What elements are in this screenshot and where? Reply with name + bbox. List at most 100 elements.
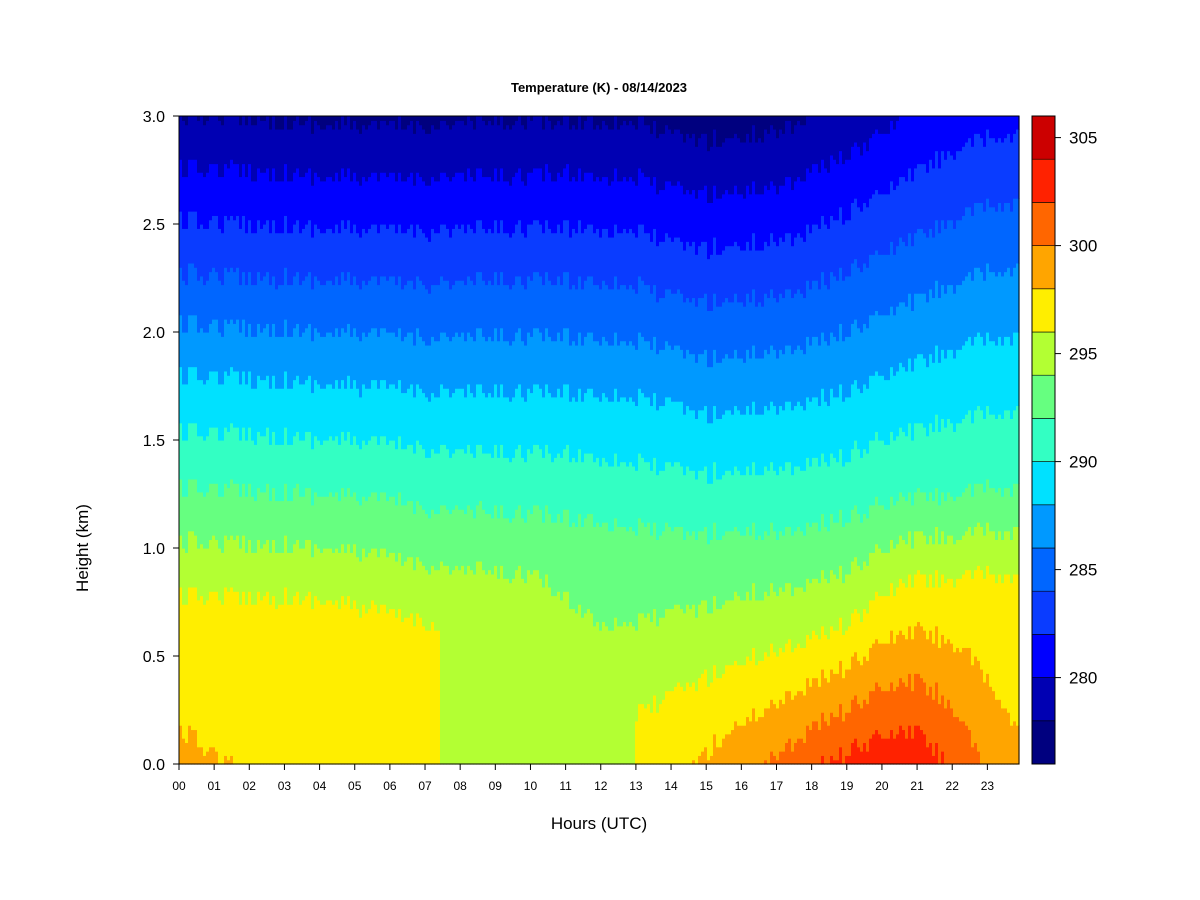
heatmap-cell (971, 116, 975, 147)
heatmap-cell (413, 133, 417, 186)
heatmap-cell (209, 323, 213, 372)
heatmap-column (914, 116, 918, 765)
heatmap-cell (590, 116, 594, 173)
heatmap-cell (911, 690, 915, 739)
heatmap-cell (581, 401, 585, 463)
heatmap-cell (875, 681, 879, 731)
heatmap-cell (359, 185, 363, 238)
heatmap-cell (938, 504, 942, 545)
heatmap-cell (377, 444, 381, 502)
heatmap-cell (914, 293, 918, 359)
heatmap-cell (803, 742, 807, 765)
heatmap-cell (287, 500, 291, 553)
heatmap-cell (209, 746, 213, 765)
heatmap-cell (764, 530, 768, 592)
heatmap-cell (485, 513, 489, 575)
heatmap-cell (338, 284, 342, 337)
heatmap-cell (398, 435, 402, 493)
heatmap-cell (596, 457, 600, 523)
heatmap-cell (791, 245, 795, 299)
heatmap-cell (524, 401, 528, 463)
heatmap-cell (461, 565, 465, 765)
heatmap-cell (320, 284, 324, 337)
heatmap-cell (458, 120, 462, 173)
heatmap-column (611, 116, 615, 765)
heatmap-cell (635, 128, 639, 186)
heatmap-cell (596, 284, 600, 342)
heatmap-cell (881, 738, 885, 765)
heatmap-cell (431, 116, 435, 126)
heatmap-cell (323, 548, 327, 605)
heatmap-cell (716, 746, 720, 765)
heatmap-cell (281, 284, 285, 337)
heatmap-cell (797, 232, 801, 290)
heatmap-cell (560, 522, 564, 601)
heatmap-cell (770, 643, 774, 700)
heatmap-cell (824, 578, 828, 635)
heatmap-cell (641, 280, 645, 337)
heatmap-cell (869, 375, 873, 441)
heatmap-cell (674, 236, 678, 294)
heatmap-cell (845, 336, 849, 398)
heatmap-cell (470, 176, 474, 229)
heatmap-cell (455, 224, 459, 281)
heatmap-cell (221, 552, 225, 605)
heatmap-cell (710, 116, 714, 147)
heatmap-cell (965, 530, 969, 571)
heatmap-column (548, 116, 552, 765)
heatmap-cell (944, 643, 948, 709)
heatmap-cell (947, 491, 951, 536)
heatmap-cell (263, 327, 267, 381)
heatmap-cell (497, 180, 501, 234)
heatmap-cell (932, 699, 936, 756)
heatmap-cell (254, 336, 258, 389)
heatmap-cell (776, 193, 780, 247)
heatmap-cell (974, 116, 978, 134)
heatmap-cell (764, 591, 768, 653)
heatmap-cell (335, 172, 339, 225)
heatmap-cell (767, 297, 771, 355)
heatmap-cell (911, 116, 915, 182)
heatmap-cell (257, 375, 261, 432)
heatmap-cell (668, 128, 672, 182)
heatmap-cell (323, 180, 327, 234)
heatmap-cell (878, 504, 882, 549)
heatmap-cell (887, 509, 891, 553)
heatmap-cell (185, 116, 189, 126)
heatmap-column (944, 116, 948, 765)
heatmap-cell (728, 301, 732, 359)
heatmap-cell (347, 595, 351, 765)
heatmap-column (182, 116, 186, 765)
heatmap-cell (596, 124, 600, 178)
heatmap-cell (488, 176, 492, 229)
heatmap-cell (179, 478, 183, 536)
heatmap-cell (323, 116, 327, 130)
heatmap-cell (278, 388, 282, 445)
heatmap-cell (629, 176, 633, 229)
heatmap-cell (797, 465, 801, 527)
heatmap-cell (602, 392, 606, 458)
heatmap-column (416, 116, 420, 765)
heatmap-cell (224, 755, 228, 765)
heatmap-cell (698, 409, 702, 471)
heatmap-cell (251, 336, 255, 389)
heatmap-cell (590, 224, 594, 277)
heatmap-cell (815, 522, 819, 579)
heatmap-cell (962, 418, 966, 493)
heatmap-cell (494, 271, 498, 329)
heatmap-cell (719, 746, 723, 765)
heatmap-cell (281, 500, 285, 553)
heatmap-cell (902, 729, 906, 765)
heatmap-column (773, 116, 777, 765)
heatmap-cell (617, 401, 621, 467)
heatmap-cell (347, 271, 351, 324)
heatmap-cell (641, 224, 645, 281)
heatmap-cell (731, 729, 735, 765)
heatmap-cell (542, 128, 546, 182)
heatmap-cell (476, 504, 480, 562)
heatmap-column (869, 116, 873, 765)
heatmap-cell (566, 219, 570, 273)
heatmap-cell (860, 332, 864, 394)
heatmap-cell (359, 236, 363, 290)
heatmap-cell (794, 124, 798, 182)
